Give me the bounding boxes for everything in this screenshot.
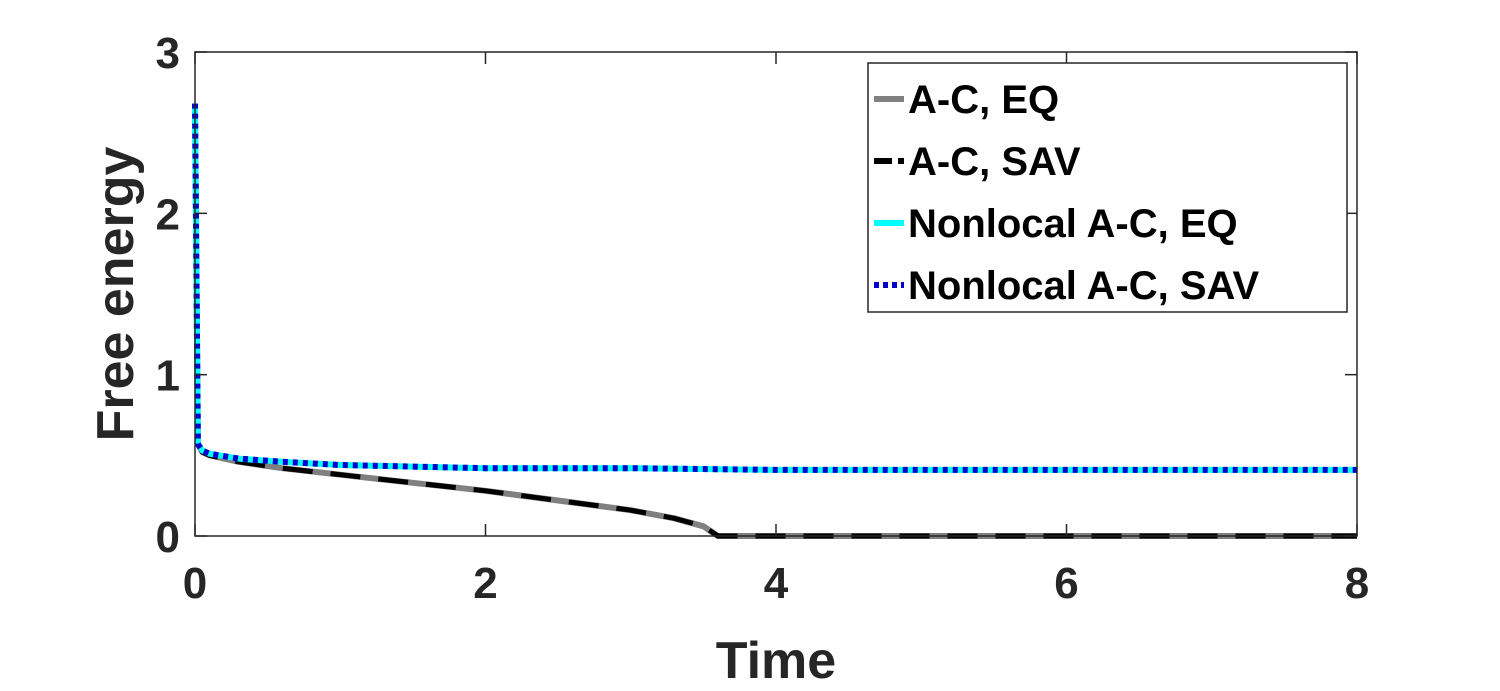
y-tick-label: 2: [156, 190, 180, 239]
legend-label: Nonlocal A-C, EQ: [908, 202, 1238, 246]
x-tick-label: 0: [183, 559, 207, 608]
series-line-4: [192, 103, 1357, 473]
legend-label: Nonlocal A-C, SAV: [908, 264, 1259, 308]
legend-box: [867, 62, 1348, 313]
legend: A-C, EQ A-C, SAV Nonlocal A-C, EQ Nonlocal …: [867, 62, 1348, 313]
y-axis-label: Free energy: [87, 147, 145, 442]
x-tick-label: 2: [473, 559, 497, 608]
legend-label: A-C, SAV: [908, 140, 1081, 184]
x-tick-label: 8: [1345, 559, 1369, 608]
y-tick-label: 3: [156, 29, 180, 78]
y-tick-label: 1: [156, 352, 180, 401]
y-tick-label: 0: [156, 513, 180, 562]
legend-label: A-C, EQ: [908, 78, 1059, 122]
x-tick-label: 6: [1054, 559, 1078, 608]
axis-ticks: 0 2 4 6 8 0 1 2 3: [156, 29, 1370, 608]
x-tick-label: 4: [764, 559, 789, 608]
x-axis-label: Time: [716, 632, 836, 690]
